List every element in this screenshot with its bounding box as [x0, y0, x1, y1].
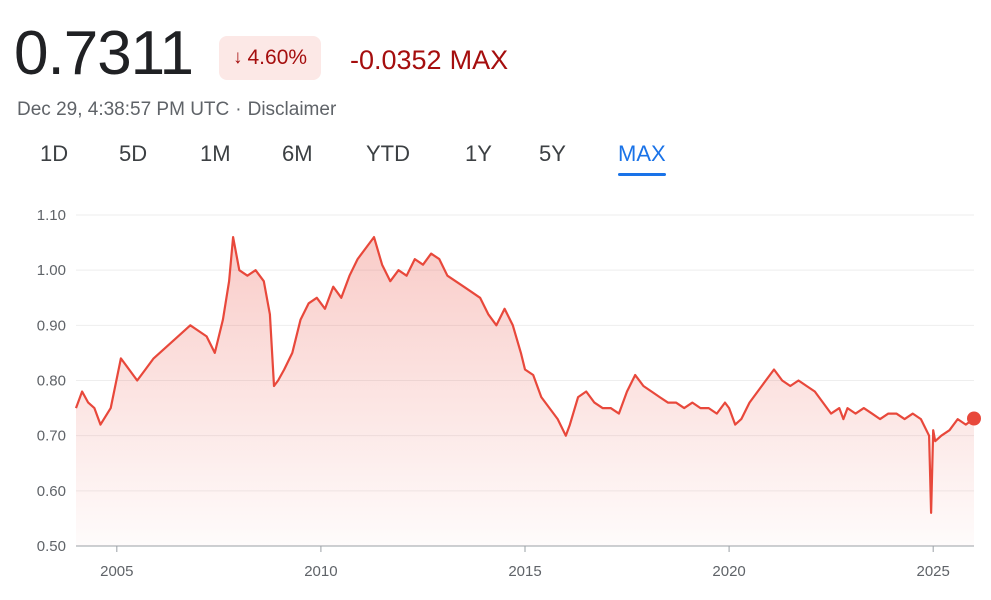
price-value: 0.7311 — [14, 19, 194, 88]
last-point-marker — [967, 411, 981, 426]
y-tick-label: 1.00 — [37, 262, 66, 279]
tab-1m[interactable]: 1M — [200, 141, 231, 166]
x-tick-label: 2015 — [508, 563, 541, 580]
change-percent-badge: ↓ 4.60% — [219, 36, 322, 80]
change-percent: 4.60% — [247, 46, 308, 69]
series-area — [76, 237, 974, 546]
arrow-down-icon: ↓ — [233, 47, 243, 68]
series-line — [74, 236, 975, 514]
x-tick-label: 2010 — [304, 563, 337, 580]
quote-meta: Dec 29, 4:38:57 PM UTC · Disclaimer — [17, 98, 336, 122]
y-tick-label: 0.80 — [37, 373, 66, 390]
tab-5y[interactable]: 5Y — [539, 141, 566, 166]
change-absolute: -0.0352 MAX — [350, 43, 508, 77]
price-chart[interactable]: 0.50 0.60 0.70 0.80 0.90 1.00 1.10 2005 2010 201… — [0, 195, 991, 600]
y-tick-label: 0.50 — [37, 538, 66, 555]
disclaimer-link[interactable]: Disclaimer — [247, 99, 337, 120]
change-period: MAX — [449, 45, 509, 75]
tab-1y[interactable]: 1Y — [465, 141, 492, 166]
x-tick-label: 2020 — [712, 563, 745, 580]
timestamp: Dec 29, 4:38:57 PM UTC — [17, 99, 230, 120]
x-tick-label: 2005 — [100, 563, 133, 580]
tab-ytd[interactable]: YTD — [366, 141, 410, 166]
range-tabs: 1D 5D 1M 6M YTD 1Y 5Y MAX — [0, 138, 991, 178]
y-tick-label: 0.60 — [37, 483, 66, 500]
y-tick-label: 1.10 — [37, 207, 66, 224]
meta-separator: · — [235, 99, 242, 120]
tab-max[interactable]: MAX — [618, 138, 666, 176]
y-tick-label: 0.70 — [37, 428, 66, 445]
tab-active-indicator — [618, 173, 666, 176]
y-axis-ticks: 0.50 0.60 0.70 0.80 0.90 1.00 1.10 — [37, 207, 66, 555]
tab-5d[interactable]: 5D — [119, 141, 148, 166]
x-tick-label: 2025 — [916, 563, 949, 580]
tab-1d[interactable]: 1D — [40, 141, 69, 166]
change-abs-value: -0.0352 — [350, 45, 442, 75]
y-tick-label: 0.90 — [37, 317, 66, 334]
x-axis-ticks: 2005 2010 2015 2020 2025 — [100, 546, 950, 580]
tab-6m[interactable]: 6M — [282, 141, 313, 166]
